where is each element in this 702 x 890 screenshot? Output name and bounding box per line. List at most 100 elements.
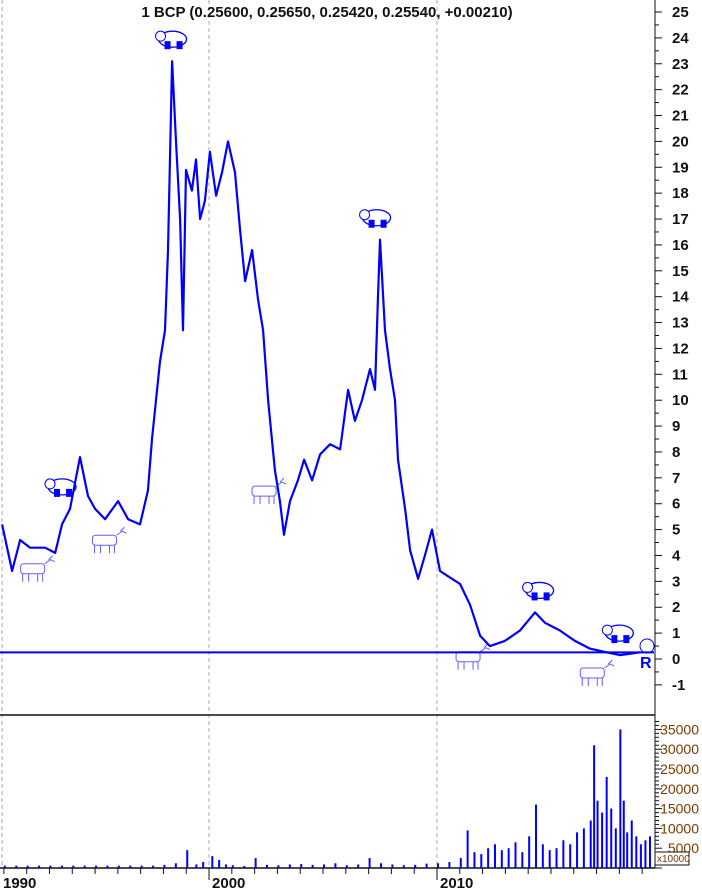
time-tick-label: 1990 [3,875,36,890]
volume-bar [277,865,280,868]
volume-bar [493,844,496,868]
volume-bar [448,862,451,868]
volume-bar [644,840,647,868]
volume-bar [480,854,483,868]
price-tick-label: 10 [672,392,689,409]
volume-tick-label: 35000 [660,721,699,737]
volume-bar [425,863,428,868]
bear-head [155,30,167,42]
volume-bar [15,865,18,868]
price-axis: 2524232221201918171615141312111098765432… [655,4,689,694]
volume-bar [129,865,132,868]
price-tick-label: 9 [672,418,680,435]
price-tick-label: 14 [672,289,689,306]
volume-multiplier-box [654,851,690,866]
bear-leg [611,635,618,644]
volume-bar [414,864,417,868]
bear-icon [44,478,77,497]
volume-bar [300,864,303,868]
volume-bar [622,800,625,868]
bear-leg [54,488,61,497]
bull-icon [91,526,127,554]
price-tick-label: 1 [672,625,680,642]
bull-legs [93,545,115,554]
bear-leg [176,41,183,50]
volume-bar [569,844,572,868]
volume-bar [345,865,348,868]
volume-bar [459,858,462,868]
bear-leg [543,592,550,601]
volume-bar [218,860,221,868]
price-tick-label: 11 [672,366,688,383]
time-tick-label: 2010 [440,875,473,890]
volume-multiplier: x10000 [657,854,690,865]
chart-frame [0,0,656,869]
volume-bar [535,804,538,868]
volume-bar [576,832,579,868]
volume-bar [334,863,337,868]
volume-tick-label: 30000 [660,741,699,757]
price-tick-label: 6 [672,496,680,513]
volume-bar [507,848,510,868]
volume-bar [288,864,291,868]
volume-bar [541,844,544,868]
price-tick-label: 17 [672,211,689,228]
bull-legs [253,496,275,505]
price-tick-label: 7 [672,470,680,487]
volume-bar [117,865,120,868]
bull-icon [20,555,55,582]
volume-bar [610,808,613,868]
price-tick-label: 16 [672,237,689,254]
bull-legs [22,573,44,582]
volume-bar [186,850,189,868]
bear-head [601,624,613,636]
volume-bar [487,848,490,868]
volume-bar [357,864,360,868]
price-tick-label: 15 [672,263,689,280]
price-tick-label: 4 [672,547,681,564]
volume-bar [49,865,52,868]
volume-bar [60,865,63,868]
volume-bar [379,863,382,868]
r-marker: R [640,655,652,672]
volume-tick-label: 15000 [660,801,699,817]
price-line [1,60,641,657]
price-tick-label: 23 [672,56,689,73]
volume-bar [626,832,629,868]
volume-bar [106,865,109,868]
price-tick-label: 2 [672,599,680,616]
volume-bars [3,729,651,868]
bear-icon [522,581,555,601]
volume-tick-label: 25000 [660,761,699,777]
volume-bar [195,864,198,868]
volume-bar [500,850,503,868]
bear-icon [359,209,392,228]
volume-bar [619,729,622,868]
volume-bar [26,865,29,868]
price-tick-label: 12 [672,340,689,357]
volume-bar [582,828,585,868]
volume-bar [436,863,439,868]
bear-leg [164,41,171,50]
volume-bar [224,864,227,868]
volume-bar [231,865,234,868]
bear-head [522,581,534,593]
volume-bar [266,864,269,868]
volume-bar [614,828,617,868]
price-tick-label: 18 [672,185,689,202]
volume-bar [243,866,246,868]
bear-icon [155,30,188,50]
volume-bar [601,812,604,868]
volume-bar [639,844,642,868]
volume-bar [548,850,551,868]
bull-horns [603,659,615,669]
volume-bar [140,865,143,868]
volume-bar [630,820,633,868]
volume-tick-label: 20000 [660,781,699,797]
bull-icon [579,659,615,687]
price-tick-label: 0 [672,651,680,668]
price-tick-label: 3 [672,573,680,590]
bull-body [579,667,605,679]
